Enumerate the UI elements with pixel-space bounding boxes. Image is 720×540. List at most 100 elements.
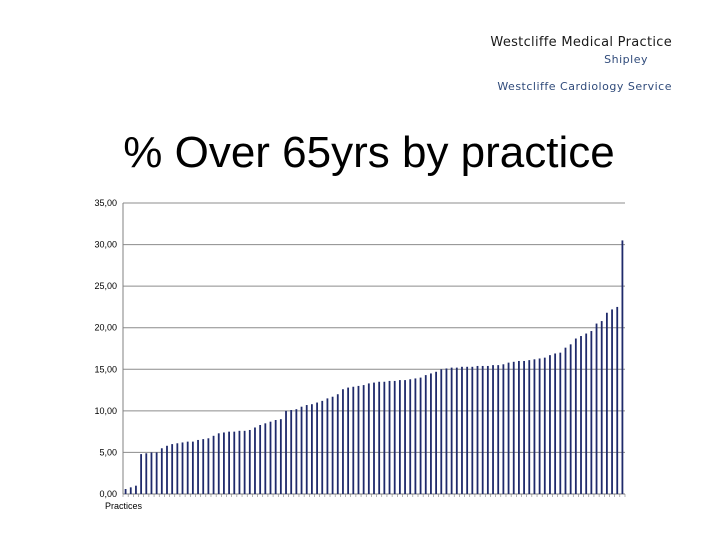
bar [150, 452, 153, 494]
bar [409, 379, 412, 494]
bar [461, 366, 463, 494]
bar [466, 366, 469, 494]
bar [155, 452, 158, 494]
bar [238, 430, 241, 494]
bar [310, 404, 313, 494]
bar [342, 389, 344, 494]
service-name: Westcliffe Cardiology Service [497, 80, 672, 93]
bar [492, 365, 494, 494]
bar [585, 333, 588, 494]
bar [316, 402, 318, 494]
bar [554, 353, 557, 494]
bar [430, 373, 432, 494]
bar [191, 441, 194, 494]
bar [528, 360, 531, 494]
bar [274, 420, 277, 494]
bar [124, 489, 127, 494]
bar [611, 309, 613, 494]
bar [455, 367, 458, 494]
bar [290, 410, 293, 494]
y-tick-label: 10,00 [94, 406, 117, 416]
bar [254, 427, 256, 494]
bar [533, 359, 536, 494]
bar [564, 347, 567, 494]
bar [228, 431, 230, 494]
bar [285, 410, 287, 494]
bar [393, 380, 396, 494]
bar [559, 352, 562, 494]
bar [574, 338, 577, 494]
org-location: Shipley [604, 53, 648, 66]
bar [419, 377, 422, 494]
y-tick-label: 30,00 [94, 240, 117, 250]
bar [248, 429, 251, 494]
bar [398, 380, 401, 494]
bar [362, 385, 365, 494]
bar [595, 323, 598, 494]
bar [502, 364, 505, 494]
y-tick-label: 20,00 [94, 323, 117, 333]
bar [300, 406, 303, 494]
bar [135, 485, 137, 494]
bar [233, 431, 236, 494]
bar [486, 365, 489, 494]
bar [383, 381, 386, 494]
bar [445, 368, 448, 494]
bar [543, 357, 546, 494]
bar [166, 445, 168, 494]
bar [217, 433, 220, 494]
bar [207, 438, 210, 494]
bar [404, 380, 406, 494]
bar [549, 355, 551, 494]
bar [435, 371, 438, 494]
bar [507, 362, 510, 494]
bar [538, 358, 541, 494]
bar [450, 367, 453, 494]
bar [497, 365, 500, 494]
bar [243, 430, 246, 494]
bar [414, 378, 417, 494]
y-tick-label: 15,00 [94, 364, 117, 374]
y-tick-label: 25,00 [94, 281, 117, 291]
y-tick-label: 0,00 [99, 489, 117, 499]
bar [367, 383, 370, 494]
bar [471, 366, 474, 494]
bar [326, 398, 329, 494]
bar [580, 336, 582, 494]
bar [424, 375, 427, 494]
bar [357, 385, 360, 494]
practice-header: Westcliffe Medical Practice Shipley West… [490, 34, 672, 93]
bar [352, 386, 355, 494]
bar [212, 435, 215, 494]
bar [569, 344, 572, 494]
y-tick-label: 5,00 [99, 447, 117, 457]
bar [264, 423, 267, 494]
bar [197, 439, 199, 494]
bar [600, 321, 603, 494]
bar [279, 419, 282, 494]
bar [388, 380, 391, 494]
bar [331, 396, 334, 494]
bar [378, 381, 381, 494]
bar [171, 444, 174, 494]
bar [481, 365, 484, 494]
bar [259, 424, 262, 494]
bar [373, 382, 375, 494]
x-axis-label: Practices [105, 501, 143, 511]
bar [590, 331, 593, 494]
bar [160, 448, 163, 494]
bar [305, 405, 308, 494]
bar [512, 361, 515, 494]
bar [223, 432, 225, 494]
slide-title: % Over 65yrs by practice [123, 128, 615, 177]
bar [295, 409, 298, 494]
bar [176, 443, 179, 494]
bar [621, 240, 624, 494]
bar [336, 394, 339, 494]
bar [518, 360, 520, 494]
bar [181, 442, 184, 494]
bar [321, 400, 324, 494]
y-tick-label: 35,00 [94, 198, 117, 208]
bar [605, 312, 608, 494]
